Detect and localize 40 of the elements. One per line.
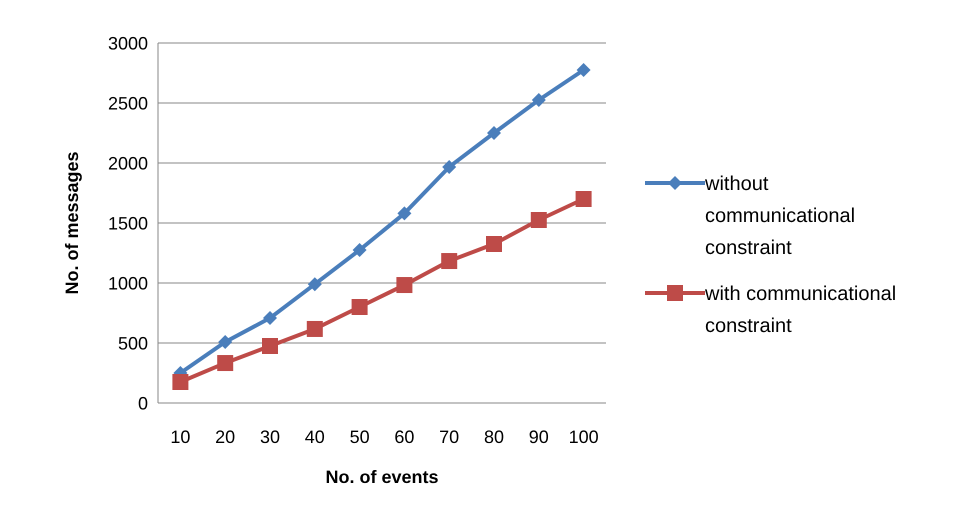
point (442, 160, 456, 174)
point (530, 212, 547, 228)
y-tick-label: 500 (118, 333, 148, 354)
point (352, 299, 368, 315)
point (172, 374, 188, 390)
x-tick-label: 50 (350, 427, 370, 447)
x-tick-label: 70 (439, 427, 460, 447)
x-axis-title: No. of events (325, 467, 439, 487)
point (487, 126, 501, 140)
point (217, 355, 234, 372)
point (397, 206, 412, 220)
point (263, 311, 277, 326)
y-tick-label: 2000 (108, 153, 148, 174)
point (396, 277, 412, 294)
point (532, 93, 546, 107)
x-tick-label: 40 (304, 427, 325, 447)
legend-label: with communicational constraint (704, 283, 896, 337)
y-tick-label: 1500 (108, 213, 148, 234)
legend-label: without communicational constraint (704, 173, 856, 259)
point (352, 243, 367, 257)
x-tick-label: 80 (484, 427, 504, 447)
point (441, 253, 458, 270)
x-tick-label: 30 (260, 427, 280, 447)
point (218, 335, 232, 350)
point (486, 236, 502, 252)
point (308, 277, 322, 292)
point (306, 320, 323, 337)
y-axis-title: No. of messages (62, 151, 82, 295)
y-tick-label: 1000 (108, 273, 148, 294)
point (576, 191, 592, 207)
x-tick-label: 20 (215, 427, 236, 447)
y-tick-label: 2500 (108, 93, 148, 114)
x-tick-label: 90 (528, 427, 549, 447)
y-tick-label: 0 (138, 393, 148, 414)
y-tick-label: 3000 (108, 33, 148, 54)
point (262, 338, 278, 354)
x-tick-label: 10 (170, 427, 190, 447)
x-tick-label: 100 (568, 427, 599, 447)
point (576, 63, 591, 77)
x-tick-label: 60 (394, 427, 414, 447)
